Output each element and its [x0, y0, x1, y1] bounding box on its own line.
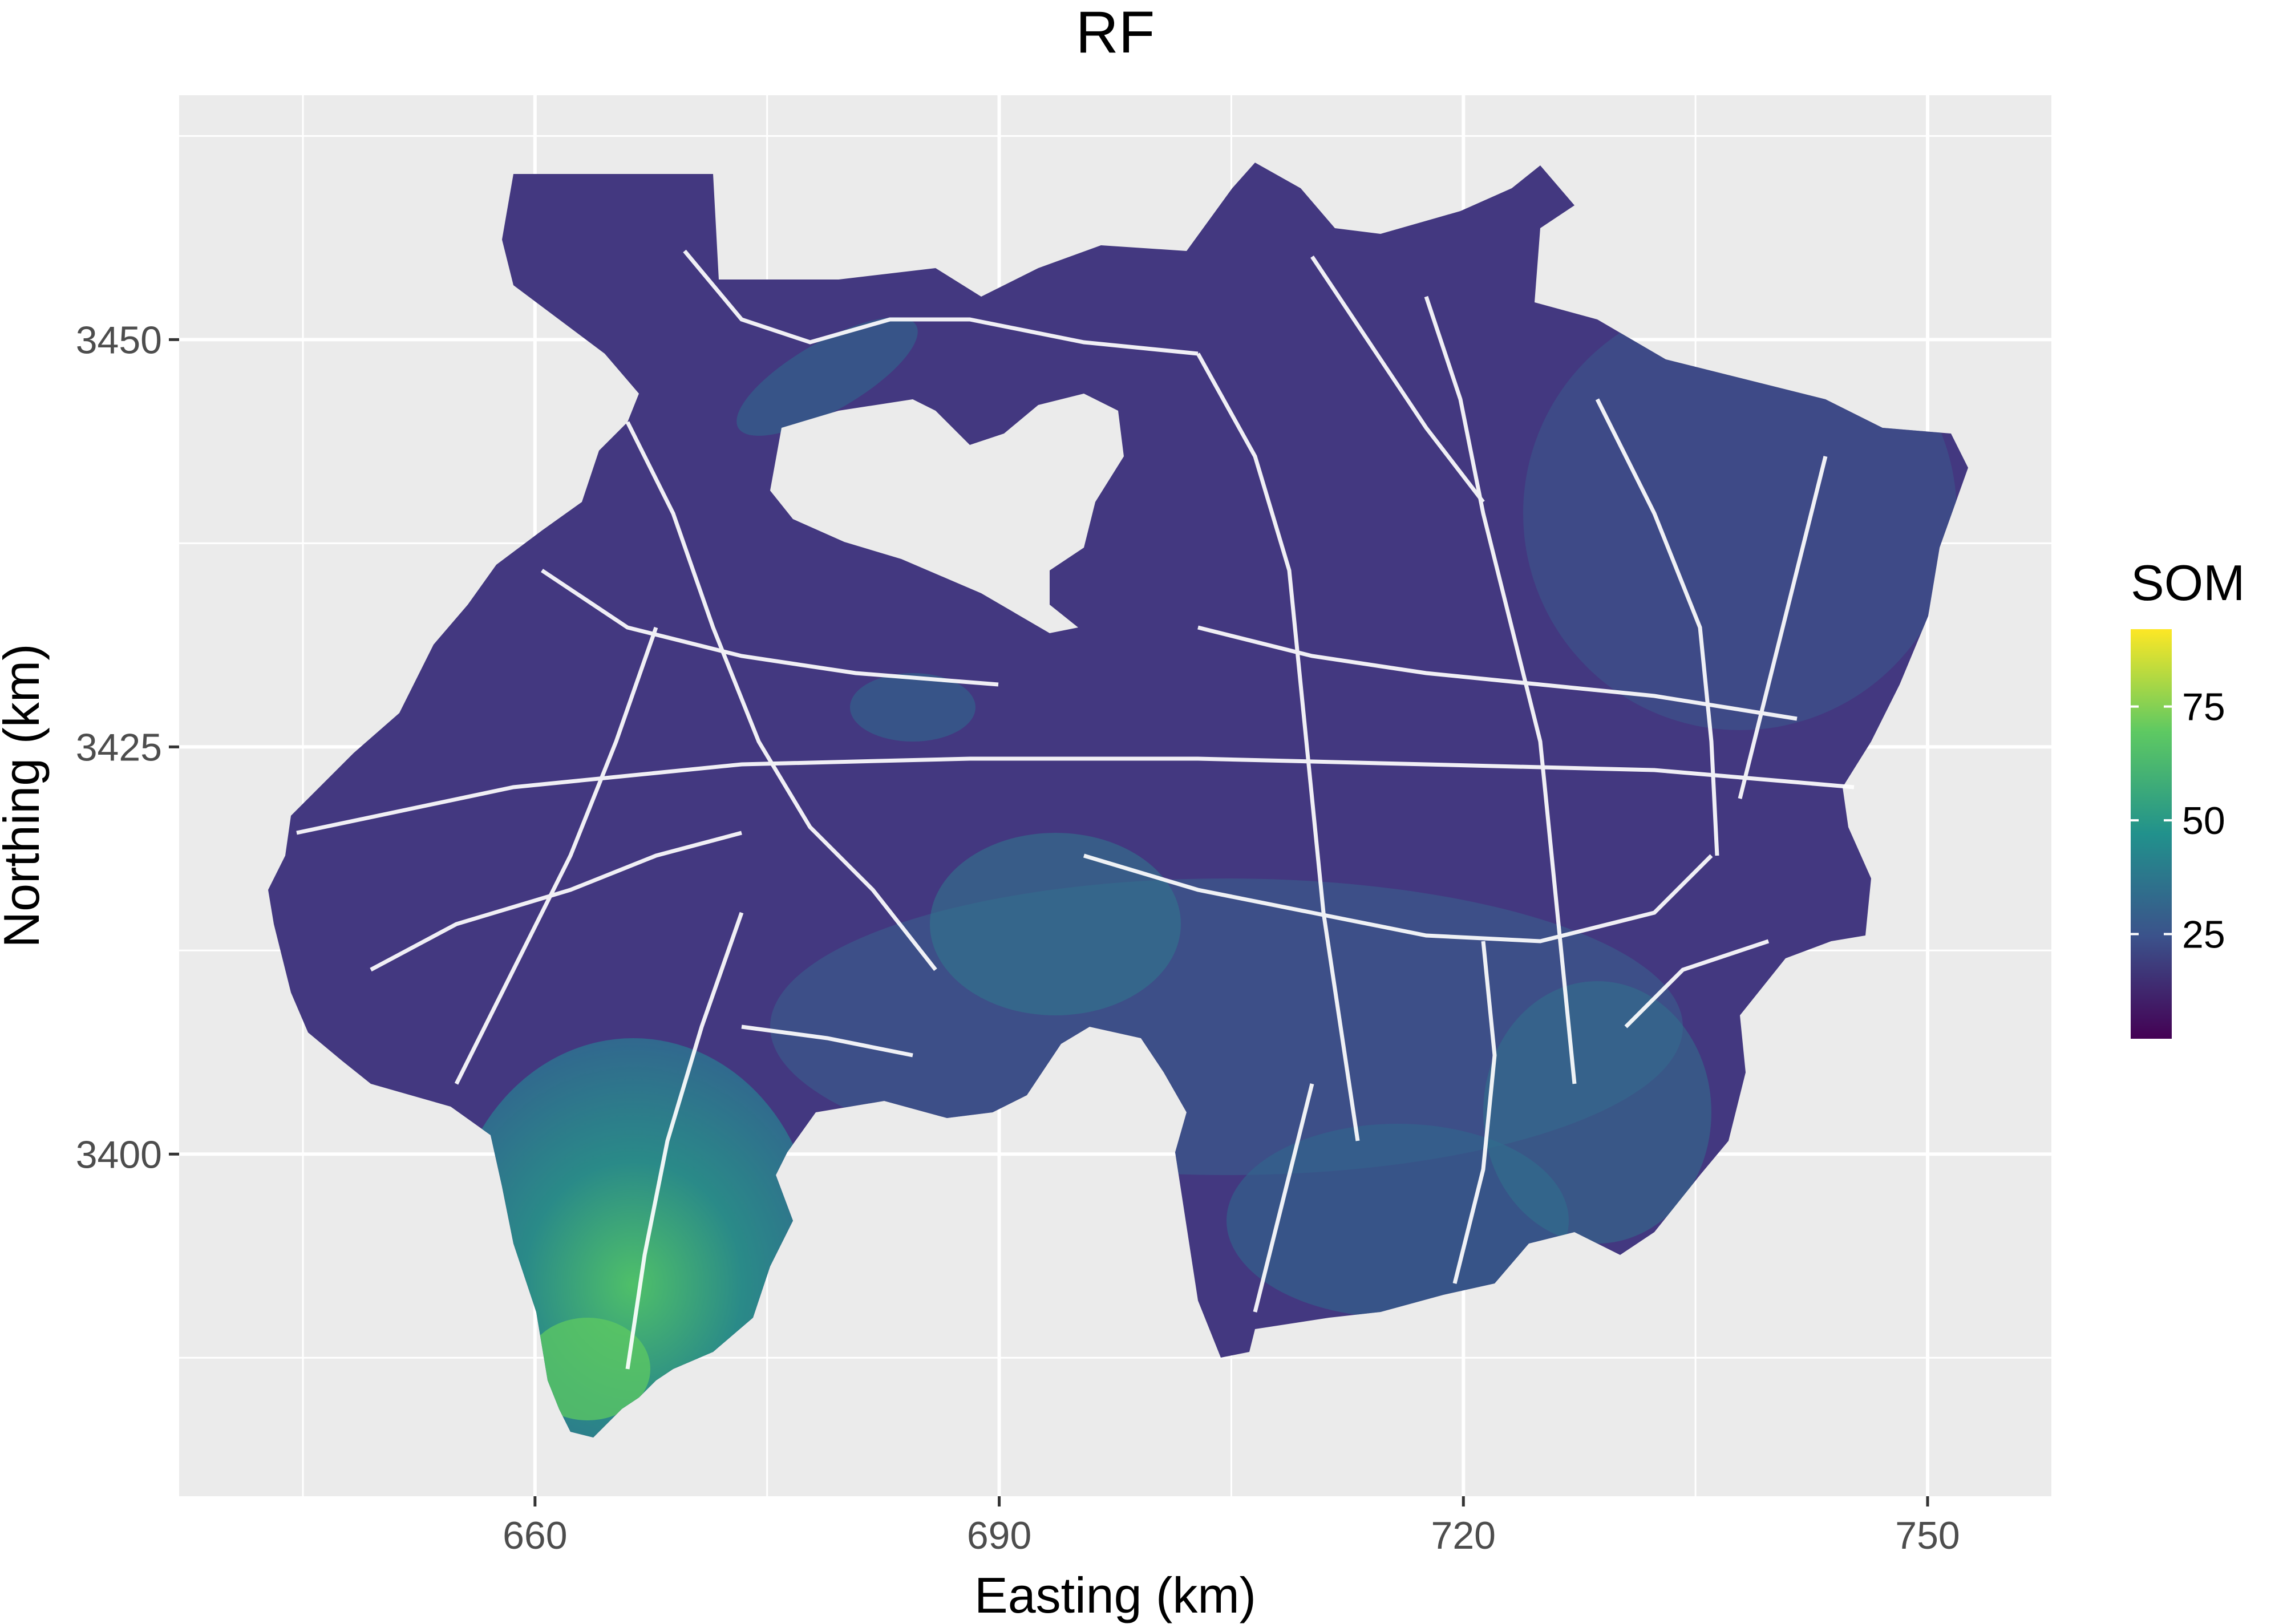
chart-title: RF	[1076, 0, 1155, 66]
x-tick-label: 690	[967, 1514, 1031, 1557]
legend-tick-label: 25	[2182, 913, 2225, 957]
legend-title: SOM	[2131, 554, 2245, 611]
legend-tick-label: 50	[2182, 799, 2225, 843]
y-tick-label: 3450	[76, 318, 162, 362]
legend-tick-label: 75	[2182, 686, 2225, 729]
x-tick-label: 720	[1431, 1514, 1496, 1557]
y-axis-title: Northing (km)	[0, 644, 50, 948]
y-axis-ticks: 3400 3425 3450	[76, 318, 179, 1176]
y-tick-label: 3400	[76, 1133, 162, 1176]
x-tick-label: 750	[1895, 1514, 1960, 1557]
road-network	[296, 249, 1855, 1370]
som-prediction-map	[268, 163, 1968, 1437]
x-axis-ticks: 660 690 720 750	[503, 1496, 1960, 1557]
lake-gap	[770, 394, 1124, 633]
legend-ticks: 25 50 75	[2131, 686, 2225, 957]
x-axis-title: Easting (km)	[974, 1567, 1256, 1623]
legend: SOM 25 50 75	[2131, 554, 2245, 1039]
x-tick-label: 660	[503, 1514, 567, 1557]
legend-colorbar	[2131, 629, 2172, 1039]
y-tick-label: 3425	[76, 726, 162, 769]
